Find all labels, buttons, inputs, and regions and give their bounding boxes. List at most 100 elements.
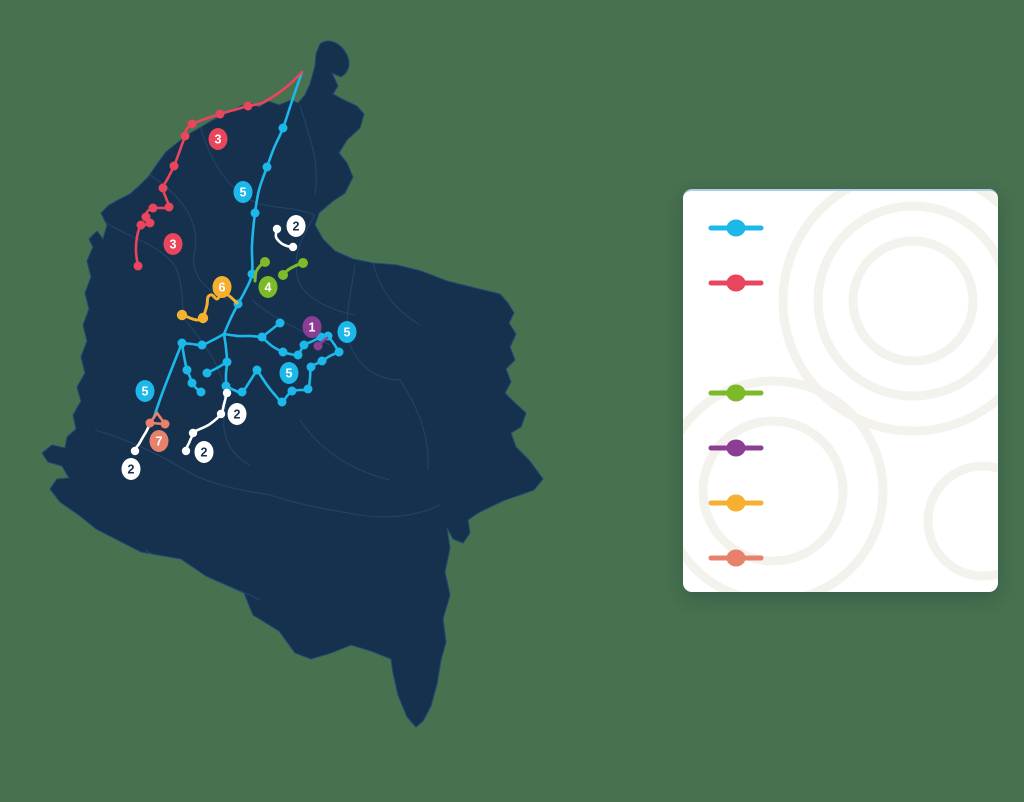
route-cyan-network-dot (187, 378, 197, 388)
colombia-silhouette (41, 40, 544, 728)
route-cyan-network-dot (202, 368, 212, 378)
route-purple-dot (313, 341, 323, 351)
badges-layer: 3 5 2 3 6 4 1 5 5 5 2 7 2 2 (121, 128, 357, 480)
route-cyan-network-dot (222, 357, 232, 367)
route-green-dot (298, 258, 308, 268)
legend-item-route-salmon (707, 545, 998, 571)
badge-circle[interactable] (337, 321, 357, 343)
map-badge-1[interactable]: 1 (302, 316, 322, 338)
route-white-central (181, 388, 232, 456)
badge-count: 2 (293, 220, 300, 234)
badge-circle[interactable] (194, 441, 214, 463)
route-cyan-network-dot (278, 347, 288, 357)
map-badge-6[interactable]: 6 (212, 276, 232, 298)
map-badge-2[interactable]: 2 (121, 458, 141, 480)
route-yellow-dot (197, 312, 209, 324)
legend-item-route-cyan (707, 215, 998, 241)
legend-marker-route-white (708, 329, 764, 347)
map-badge-4[interactable]: 4 (258, 276, 278, 298)
legend-items (707, 215, 998, 571)
route-red-caribbean-dot (243, 101, 253, 111)
badge-count: 5 (286, 367, 293, 381)
route-cyan-network-dot (275, 318, 285, 328)
route-green-dot (278, 270, 288, 280)
route-green (253, 257, 308, 283)
route-cyan-trunk-dot (278, 123, 288, 133)
route-cyan-network-dot (221, 381, 231, 391)
legend-marker-route-yellow (708, 494, 764, 512)
badge-circle[interactable] (233, 181, 253, 203)
badge-circle[interactable] (121, 458, 141, 480)
route-white-central-dot (181, 446, 191, 456)
badge-circle[interactable] (286, 215, 306, 237)
route-cyan-network-dot (252, 365, 262, 375)
badge-circle[interactable] (302, 316, 322, 338)
route-white-southwest-dot (130, 446, 140, 456)
legend-marker-route-green (708, 384, 764, 402)
route-cyan-network-dot (196, 387, 206, 397)
map-badge-5[interactable]: 5 (233, 181, 253, 203)
route-cyan-network-dot (306, 362, 316, 372)
badge-count: 2 (234, 408, 241, 422)
route-white-east-dot (272, 224, 282, 234)
legend-item-route-yellow (707, 490, 998, 516)
badge-count: 1 (309, 321, 316, 335)
route-green-dot (260, 257, 270, 267)
badge-circle[interactable] (135, 380, 155, 402)
route-cyan-trunk-dot (262, 162, 272, 172)
badge-circle[interactable] (279, 362, 299, 384)
badge-circle[interactable] (258, 276, 278, 298)
route-cyan-trunk-dot (250, 208, 260, 218)
badge-count: 5 (142, 385, 149, 399)
legend-marker-route-salmon (708, 549, 764, 567)
badge-circle[interactable] (227, 403, 247, 425)
map-badge-3[interactable]: 3 (208, 128, 228, 150)
route-red-caribbean-dot (187, 119, 197, 129)
legend-marker-route-red (708, 274, 764, 292)
route-white-central-line (184, 391, 229, 453)
route-red-caribbean-dot (133, 261, 143, 271)
route-red-caribbean-dot (158, 183, 168, 193)
route-white-central-dot (222, 388, 232, 398)
routes-layer (130, 70, 344, 456)
map-badge-7[interactable]: 7 (149, 430, 169, 452)
route-cyan-network-dot (257, 332, 267, 342)
badge-circle[interactable] (163, 233, 183, 255)
route-red-caribbean-dot (180, 131, 190, 141)
map-badge-2[interactable]: 2 (194, 441, 214, 463)
route-salmon-dot (145, 418, 155, 428)
badge-count: 2 (201, 446, 208, 460)
route-red-caribbean-dot (169, 161, 179, 171)
badge-count: 7 (156, 435, 163, 449)
route-cyan-network-dot (316, 332, 326, 342)
map-badge-3[interactable]: 3 (163, 233, 183, 255)
legend-item-route-red (707, 270, 998, 296)
badge-count: 4 (265, 281, 272, 295)
route-cyan-network-dot (182, 365, 192, 375)
route-white-central-dot (216, 409, 226, 419)
badge-circle[interactable] (212, 276, 232, 298)
route-red-caribbean-dot (164, 202, 174, 212)
route-cyan-network-dot (177, 338, 187, 348)
badge-count: 5 (344, 326, 351, 340)
route-cyan-network-dot (197, 340, 207, 350)
map-badge-5[interactable]: 5 (135, 380, 155, 402)
route-cyan-network-line (222, 332, 264, 339)
map-badge-2[interactable]: 2 (286, 215, 306, 237)
route-red-caribbean-dot (215, 109, 225, 119)
map-badge-2[interactable]: 2 (227, 403, 247, 425)
route-white-southwest (130, 422, 152, 456)
route-cyan-network-dot (237, 387, 247, 397)
badge-circle[interactable] (208, 128, 228, 150)
badge-count: 5 (240, 186, 247, 200)
map-badge-5[interactable]: 5 (337, 321, 357, 343)
route-cyan-network-dot (303, 384, 313, 394)
map-badge-5[interactable]: 5 (279, 362, 299, 384)
route-cyan-network-dot (299, 340, 309, 350)
badge-count: 3 (170, 238, 177, 252)
badge-circle[interactable] (149, 430, 169, 452)
route-salmon-dot (160, 419, 170, 429)
route-white-east-dot (288, 242, 298, 252)
